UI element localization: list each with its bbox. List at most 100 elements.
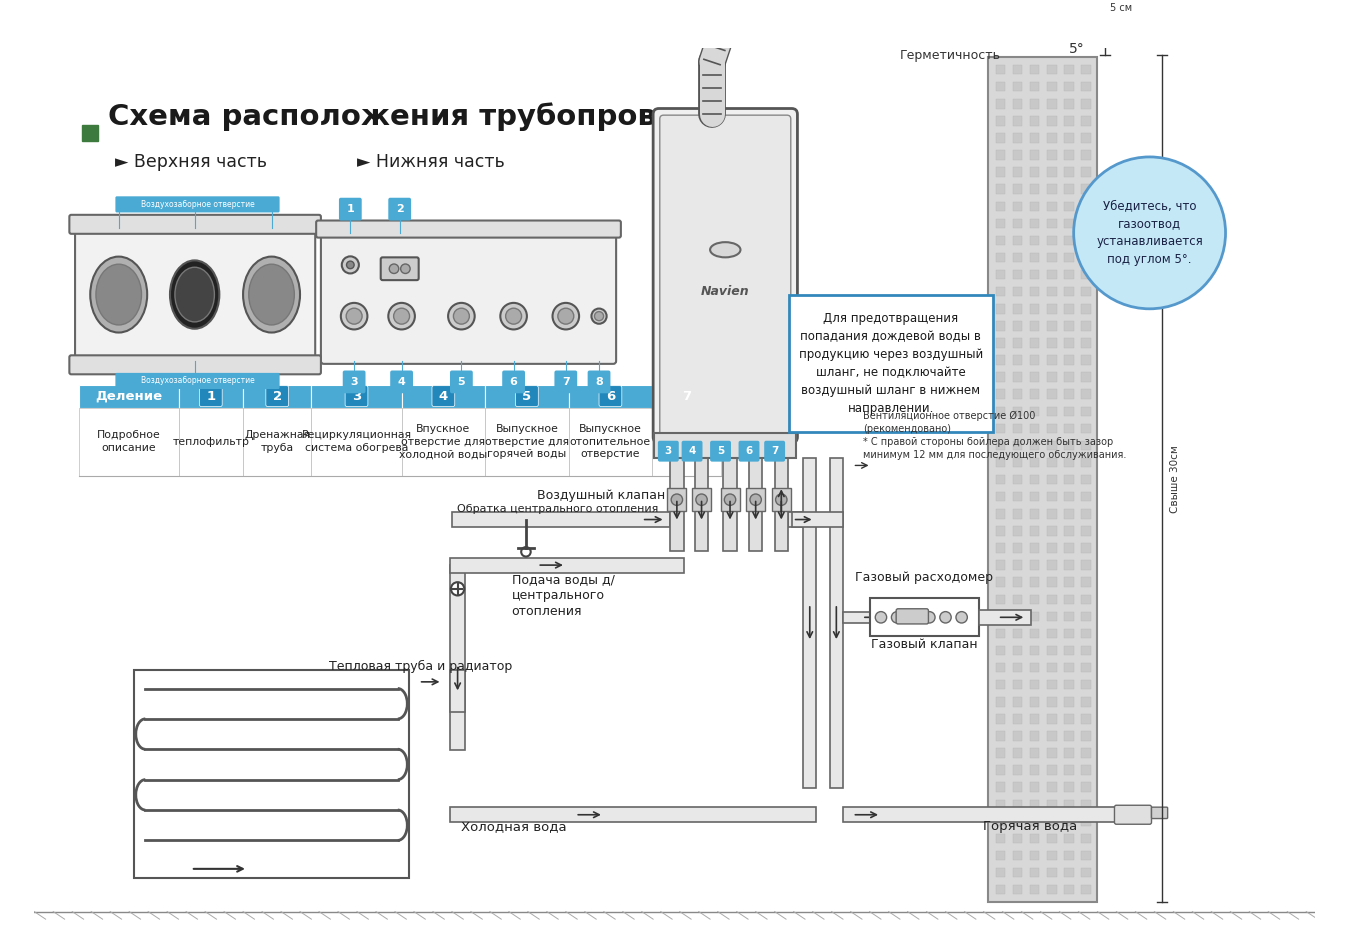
Text: Выпускное
отверстие для
горячей воды: Выпускное отверстие для горячей воды [484, 423, 569, 459]
FancyBboxPatch shape [432, 386, 455, 407]
FancyBboxPatch shape [588, 371, 611, 393]
Bar [996, 834, 1005, 843]
Text: Воздушный клапан: Воздушный клапан [537, 488, 665, 502]
Circle shape [595, 311, 603, 321]
Bar [1082, 731, 1091, 741]
Bar [1031, 304, 1040, 313]
Text: Свыше
5 см: Свыше 5 см [1110, 0, 1145, 13]
Bar [1064, 731, 1074, 741]
Circle shape [1036, 16, 1043, 23]
Bar [996, 270, 1005, 279]
Bar [1082, 800, 1091, 809]
Circle shape [916, 14, 925, 24]
FancyBboxPatch shape [515, 386, 538, 407]
Bar [1031, 65, 1040, 74]
Bar [996, 151, 1005, 160]
Text: Подача воды д/
центрального
отопления: Подача воды д/ центрального отопления [511, 573, 615, 618]
FancyBboxPatch shape [738, 440, 759, 462]
Text: 3: 3 [351, 377, 357, 387]
Bar [654, 433, 796, 458]
Bar [1064, 868, 1074, 877]
Bar [486, 385, 569, 407]
Bar [996, 868, 1005, 877]
Bar [1047, 167, 1056, 177]
Bar [1064, 218, 1074, 228]
Bar [1031, 458, 1040, 468]
Bar [1082, 218, 1091, 228]
Bar [1047, 253, 1056, 263]
Bar [1013, 560, 1023, 570]
Bar [1031, 800, 1040, 809]
Bar [1013, 629, 1023, 638]
Bar [82, 124, 98, 141]
Circle shape [394, 309, 410, 324]
Bar [1031, 134, 1040, 143]
Bar [1082, 373, 1091, 382]
Bar [1013, 218, 1023, 228]
Bar [1031, 235, 1040, 246]
FancyBboxPatch shape [653, 108, 797, 442]
Bar [1013, 595, 1023, 604]
Ellipse shape [248, 264, 294, 325]
Bar [1082, 765, 1091, 774]
Text: 4: 4 [438, 390, 448, 403]
Bar [1013, 697, 1023, 707]
Bar [1013, 526, 1023, 535]
Bar [1064, 543, 1074, 552]
Bar [1064, 885, 1074, 895]
Bar [1082, 321, 1091, 330]
Circle shape [1006, 16, 1012, 23]
Text: Navien: Navien [701, 285, 750, 298]
Bar [1013, 407, 1023, 416]
Bar [1082, 526, 1091, 535]
Bar [1047, 851, 1056, 860]
Text: Выпускное
отопительное
отверстие: Выпускное отопительное отверстие [569, 423, 652, 459]
Bar [652, 407, 720, 476]
Bar [243, 385, 312, 407]
Text: Герметичность: Герметичность [900, 49, 1001, 62]
Bar [1064, 646, 1074, 655]
Bar [843, 807, 1117, 822]
Bar [989, 57, 1097, 902]
FancyBboxPatch shape [674, 386, 697, 407]
Bar [979, 610, 1031, 625]
Circle shape [998, 16, 1005, 23]
Text: Тепловая труба и радиатор: Тепловая труба и радиатор [329, 660, 511, 673]
Bar [652, 385, 720, 407]
Bar [1082, 82, 1091, 91]
Bar [1031, 356, 1040, 365]
Bar [1082, 167, 1091, 177]
Bar [1047, 662, 1056, 673]
Bar [1082, 646, 1091, 655]
Bar [1031, 731, 1040, 741]
Circle shape [892, 612, 902, 623]
FancyBboxPatch shape [764, 440, 785, 462]
Bar [1047, 578, 1056, 587]
Bar [1013, 134, 1023, 143]
Circle shape [1029, 16, 1035, 23]
Bar [1082, 697, 1091, 707]
Circle shape [553, 303, 579, 329]
Bar [178, 385, 243, 407]
Bar [1013, 868, 1023, 877]
Bar [996, 218, 1005, 228]
Bar [1031, 390, 1040, 399]
Circle shape [672, 494, 683, 505]
Bar [996, 184, 1005, 194]
Bar [1064, 338, 1074, 348]
Text: 5: 5 [457, 377, 465, 387]
Bar [1047, 338, 1056, 348]
Bar [1082, 65, 1091, 74]
Bar [1031, 151, 1040, 160]
Text: 1: 1 [347, 204, 355, 215]
Circle shape [876, 612, 886, 623]
Bar [1064, 134, 1074, 143]
Bar [774, 458, 788, 550]
Bar [312, 385, 402, 407]
FancyBboxPatch shape [116, 197, 279, 213]
Bar [996, 851, 1005, 860]
Bar [746, 488, 765, 511]
Bar [1013, 578, 1023, 587]
Bar [1082, 475, 1091, 485]
FancyBboxPatch shape [321, 230, 616, 364]
